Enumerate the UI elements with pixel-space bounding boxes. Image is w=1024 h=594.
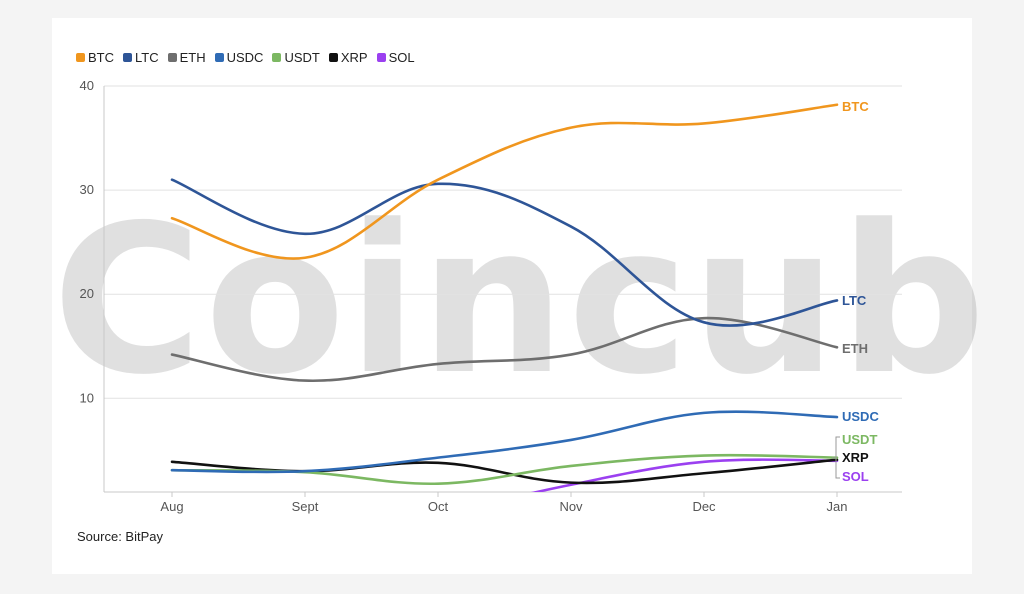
end-label-usdt: USDT [842, 432, 877, 447]
legend-item-eth: ETH [167, 49, 206, 65]
series-lines [170, 103, 839, 492]
end-label-ltc: LTC [842, 293, 867, 308]
series-line-usdc [170, 410, 839, 474]
legend-item-ltc: LTC [123, 50, 159, 65]
legend-item-btc: BTC [76, 50, 114, 65]
end-label-sol: SOL [842, 469, 869, 484]
end-label-btc: BTC [842, 99, 869, 114]
grid-lines [104, 85, 902, 399]
legend-label: BTC [88, 49, 114, 65]
y-tick-label: 40 [80, 78, 94, 93]
axes: 10 20 30 40 Aug Sept Oct Nov Dec Jan [80, 78, 902, 514]
legend-swatch [328, 52, 338, 62]
legend-swatch [167, 52, 177, 62]
y-tick-label: 30 [80, 182, 94, 197]
legend-swatch [123, 52, 132, 62]
x-tick-label: Jan [827, 499, 848, 514]
series-line-ltc [170, 178, 839, 327]
legend-label: ETH [179, 49, 206, 65]
end-label-xrp: XRP [842, 450, 869, 465]
legend-label: USDT [284, 49, 320, 65]
y-tick-label: 10 [80, 390, 94, 405]
end-labels: BTC LTC ETH USDC USDT XRP SOL [832, 99, 879, 484]
chart-legend: BTC LTC ETH USDC USDT XRP SOL [76, 48, 415, 66]
legend-label: USDC [226, 49, 264, 65]
legend-label: SOL [388, 49, 415, 65]
x-tick-label: Sept [292, 499, 319, 514]
legend-swatch [214, 52, 224, 62]
legend-item-usdt: USDT [272, 49, 320, 65]
x-tick-label: Nov [559, 499, 583, 514]
end-label-usdc: USDC [842, 409, 879, 424]
source-note: Source: BitPay [77, 529, 163, 544]
legend-swatch [376, 52, 386, 62]
legend-swatch [76, 52, 85, 62]
legend-item-xrp: XRP [328, 49, 368, 65]
legend-item-usdc: USDC [214, 49, 264, 65]
x-tick-label: Dec [692, 499, 716, 514]
series-line-btc [170, 103, 839, 260]
legend-swatch [272, 52, 282, 62]
x-tick-label: Oct [428, 499, 449, 514]
x-tick-label: Aug [160, 499, 183, 514]
legend-item-sol: SOL [376, 49, 415, 65]
end-label-eth: ETH [842, 341, 868, 356]
series-line-sol [530, 458, 839, 492]
series-line-eth [170, 316, 839, 383]
chart-card [52, 18, 972, 574]
y-tick-label: 20 [80, 286, 94, 301]
legend-label: LTC [135, 49, 159, 65]
legend-label: XRP [340, 49, 368, 65]
